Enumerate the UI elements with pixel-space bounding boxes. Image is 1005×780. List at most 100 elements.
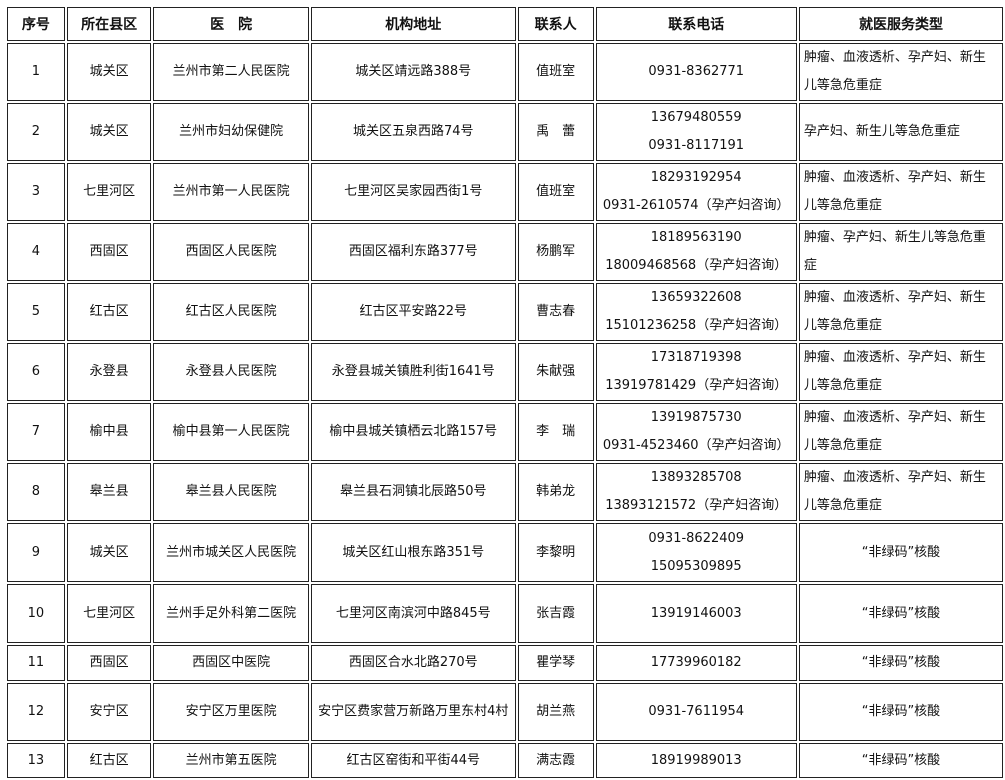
header-no: 序号 <box>7 7 65 41</box>
phone-number: 18189563190 <box>650 230 742 245</box>
hospital-cell: 西固区中医院 <box>153 645 309 681</box>
phone-cell: 17739960182 <box>595 645 797 681</box>
district-cell: 皋兰县 <box>66 463 152 521</box>
phone-number: 13919781429（孕产妇咨询） <box>605 378 788 393</box>
service-cell: “非绿码”核酸 <box>798 523 1003 582</box>
row-number: 8 <box>7 463 65 521</box>
address-cell: 城关区红山根东路351号 <box>310 523 516 582</box>
header-hospital: 医 院 <box>153 7 309 41</box>
header-contact: 联系人 <box>517 7 594 41</box>
contact-cell: 张吉霞 <box>517 584 594 643</box>
phone-cell: 18189563190 18009468568（孕产妇咨询） <box>595 223 797 281</box>
table-row: 8 皋兰县 皋兰县人民医院 皋兰县石洞镇北辰路50号 韩弟龙 13893285708 138… <box>7 463 1003 521</box>
service-cell: 肿瘤、血液透析、孕产妇、新生儿等急危重症 <box>798 283 1003 341</box>
service-cell: “非绿码”核酸 <box>798 645 1003 681</box>
phone-number: 13919146003 <box>650 605 742 621</box>
district-cell: 西固区 <box>66 645 152 681</box>
table-row: 10 七里河区 兰州手足外科第二医院 七里河区南滨河中路845号 张吉霞 13919146… <box>7 584 1003 643</box>
hospital-table: 序号 所在县区 医 院 机构地址 联系人 联系电话 就医服务类型 1 城关区 兰州市… <box>5 5 1005 780</box>
table-row: 12 安宁区 安宁区万里医院 安宁区费家营万新路万里东村4村 胡兰燕 0931-76119… <box>7 683 1003 741</box>
row-number: 11 <box>7 645 65 681</box>
district-cell: 西固区 <box>66 223 152 281</box>
district-cell: 安宁区 <box>66 683 152 741</box>
contact-cell: 杨鹏军 <box>517 223 594 281</box>
row-number: 7 <box>7 403 65 461</box>
phone-number: 18009468568（孕产妇咨询） <box>605 258 788 273</box>
district-cell: 永登县 <box>66 343 152 401</box>
address-cell: 安宁区费家营万新路万里东村4村 <box>310 683 516 741</box>
address-cell: 七里河区吴家园西街1号 <box>310 163 516 221</box>
district-cell: 城关区 <box>66 103 152 161</box>
row-number: 2 <box>7 103 65 161</box>
row-number: 4 <box>7 223 65 281</box>
row-number: 1 <box>7 43 65 101</box>
address-cell: 城关区五泉西路74号 <box>310 103 516 161</box>
hospital-cell: 西固区人民医院 <box>153 223 309 281</box>
contact-cell: 值班室 <box>517 43 594 101</box>
phone-number: 17318719398 <box>650 350 742 365</box>
address-cell: 西固区合水北路270号 <box>310 645 516 681</box>
phone-number: 15101236258（孕产妇咨询） <box>605 318 788 333</box>
district-cell: 七里河区 <box>66 163 152 221</box>
table-row: 7 榆中县 榆中县第一人民医院 榆中县城关镇栖云北路157号李 瑞 1391987573… <box>7 403 1003 461</box>
phone-number: 13919875730 <box>650 410 742 425</box>
phone-number: 13659322608 <box>650 290 742 305</box>
district-cell: 榆中县 <box>66 403 152 461</box>
phone-number: 15095309895 <box>650 558 742 574</box>
row-number: 9 <box>7 523 65 582</box>
header-district: 所在县区 <box>66 7 152 41</box>
table-row: 13 红古区 兰州市第五医院 红古区窑街和平街44号 满志霞 18919989013 “非绿… <box>7 743 1003 778</box>
table-row: 4 西固区 西固区人民医院 西固区福利东路377号 杨鹏军 18189563190 1800… <box>7 223 1003 281</box>
service-cell: 孕产妇、新生儿等急危重症 <box>798 103 1003 161</box>
address-cell: 红古区平安路22号 <box>310 283 516 341</box>
table-row: 1 城关区 兰州市第二人民医院 城关区靖远路388号 值班室 0931-8362771 肿瘤… <box>7 43 1003 101</box>
hospital-cell: 永登县人民医院 <box>153 343 309 401</box>
contact-cell: 朱献强 <box>517 343 594 401</box>
service-cell: 肿瘤、血液透析、孕产妇、新生儿等急危重症 <box>798 403 1003 461</box>
district-cell: 七里河区 <box>66 584 152 643</box>
service-cell: 肿瘤、血液透析、孕产妇、新生儿等急危重症 <box>798 163 1003 221</box>
row-number: 6 <box>7 343 65 401</box>
address-cell: 七里河区南滨河中路845号 <box>310 584 516 643</box>
hospital-cell: 榆中县第一人民医院 <box>153 403 309 461</box>
phone-number: 0931-7611954 <box>648 704 745 719</box>
service-cell: “非绿码”核酸 <box>798 584 1003 643</box>
service-cell: 肿瘤、血液透析、孕产妇、新生儿等急危重症 <box>798 43 1003 101</box>
contact-cell: 胡兰燕 <box>517 683 594 741</box>
phone-cell: 13919146003 <box>595 584 797 643</box>
phone-number: 18293192954 <box>650 170 742 185</box>
header-address: 机构地址 <box>310 7 516 41</box>
phone-number: 0931-2610574（孕产妇咨询） <box>602 198 790 213</box>
address-cell: 城关区靖远路388号 <box>310 43 516 101</box>
contact-cell: 李黎明 <box>517 523 594 582</box>
row-number: 10 <box>7 584 65 643</box>
district-cell: 城关区 <box>66 523 152 582</box>
address-cell: 皋兰县石洞镇北辰路50号 <box>310 463 516 521</box>
service-cell: 肿瘤、血液透析、孕产妇、新生儿等急危重症 <box>798 463 1003 521</box>
phone-number: 0931-8622409 <box>648 530 745 546</box>
table-row: 5 红古区 红古区人民医院 红古区平安路22号 曹志春 13659322608 151012… <box>7 283 1003 341</box>
phone-number: 13679480559 <box>650 110 742 125</box>
phone-cell: 0931-8622409 15095309895 <box>595 523 797 582</box>
phone-cell: 13893285708 13893121572（孕产妇咨询） <box>595 463 797 521</box>
phone-number: 0931-4523460（孕产妇咨询） <box>602 438 790 453</box>
phone-number: 18919989013 <box>650 752 742 768</box>
district-cell: 红古区 <box>66 283 152 341</box>
hospital-cell: 兰州手足外科第二医院 <box>153 584 309 643</box>
table-row: 11 西固区 西固区中医院 西固区合水北路270号 瞿学琴 17739960182 “非绿码… <box>7 645 1003 681</box>
address-cell: 榆中县城关镇栖云北路157号 <box>310 403 516 461</box>
hospital-cell: 安宁区万里医院 <box>153 683 309 741</box>
hospital-cell: 红古区人民医院 <box>153 283 309 341</box>
phone-cell: 13659322608 15101236258（孕产妇咨询） <box>595 283 797 341</box>
row-number: 5 <box>7 283 65 341</box>
address-cell: 西固区福利东路377号 <box>310 223 516 281</box>
address-cell: 永登县城关镇胜利街1641号 <box>310 343 516 401</box>
contact-cell: 瞿学琴 <box>517 645 594 681</box>
phone-cell: 18293192954 0931-2610574（孕产妇咨询） <box>595 163 797 221</box>
phone-number: 0931-8362771 <box>648 64 745 79</box>
header-phone: 联系电话 <box>595 7 797 41</box>
phone-number: 17739960182 <box>650 655 742 670</box>
service-cell: 肿瘤、孕产妇、新生儿等急危重症 <box>798 223 1003 281</box>
hospital-cell: 兰州市第二人民医院 <box>153 43 309 101</box>
table-row: 2 城关区 兰州市妇幼保健院 城关区五泉西路74号禹 蕾 13679480559 0931… <box>7 103 1003 161</box>
